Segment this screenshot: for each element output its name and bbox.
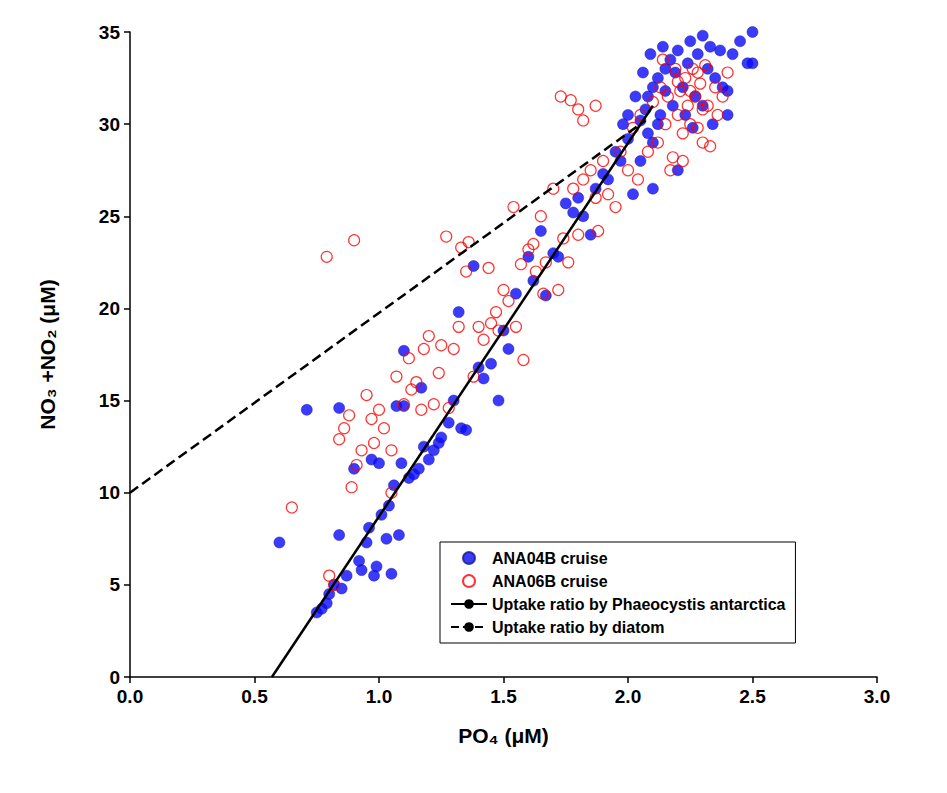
svg-text:30: 30 [99,114,120,135]
svg-text:20: 20 [99,298,120,319]
svg-text:5: 5 [109,574,120,595]
svg-text:Uptake ratio by Phaeocystis an: Uptake ratio by Phaeocystis antarctica [492,596,786,613]
svg-text:0: 0 [109,667,120,688]
svg-text:NO₃ +NO₂ (μM): NO₃ +NO₂ (μM) [36,279,59,429]
svg-text:ANA06B cruise: ANA06B cruise [492,573,608,590]
svg-text:15: 15 [99,390,121,411]
svg-text:PO₄ (μM): PO₄ (μM) [458,724,549,747]
svg-text:Uptake ratio by diatom: Uptake ratio by diatom [492,619,664,636]
svg-text:2.0: 2.0 [615,686,641,707]
svg-text:25: 25 [99,206,121,227]
svg-text:10: 10 [99,482,120,503]
svg-text:0.0: 0.0 [117,686,143,707]
svg-text:ANA04B cruise: ANA04B cruise [492,550,608,567]
svg-text:0.5: 0.5 [241,686,268,707]
svg-text:2.5: 2.5 [739,686,766,707]
svg-text:35: 35 [99,22,121,43]
svg-text:3.0: 3.0 [864,686,890,707]
svg-text:1.0: 1.0 [366,686,392,707]
svg-text:1.5: 1.5 [490,686,517,707]
